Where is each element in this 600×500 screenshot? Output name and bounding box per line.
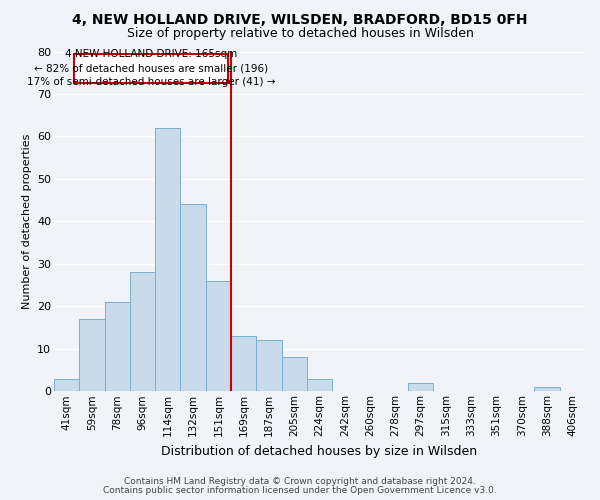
Bar xyxy=(281,358,307,392)
Bar xyxy=(535,387,560,392)
Text: Contains public sector information licensed under the Open Government Licence v3: Contains public sector information licen… xyxy=(103,486,497,495)
Bar xyxy=(79,319,104,392)
Bar xyxy=(408,383,433,392)
Bar xyxy=(181,204,206,392)
FancyBboxPatch shape xyxy=(74,54,229,84)
Bar xyxy=(231,336,256,392)
X-axis label: Distribution of detached houses by size in Wilsden: Distribution of detached houses by size … xyxy=(161,444,478,458)
Text: Contains HM Land Registry data © Crown copyright and database right 2024.: Contains HM Land Registry data © Crown c… xyxy=(124,477,476,486)
Bar xyxy=(54,378,79,392)
Y-axis label: Number of detached properties: Number of detached properties xyxy=(22,134,32,309)
Text: Size of property relative to detached houses in Wilsden: Size of property relative to detached ho… xyxy=(127,28,473,40)
Bar xyxy=(130,272,155,392)
Text: 4, NEW HOLLAND DRIVE, WILSDEN, BRADFORD, BD15 0FH: 4, NEW HOLLAND DRIVE, WILSDEN, BRADFORD,… xyxy=(72,12,528,26)
Text: 4 NEW HOLLAND DRIVE: 165sqm
← 82% of detached houses are smaller (196)
17% of se: 4 NEW HOLLAND DRIVE: 165sqm ← 82% of det… xyxy=(27,50,275,88)
Bar xyxy=(104,302,130,392)
Bar xyxy=(206,281,231,392)
Bar xyxy=(256,340,281,392)
Bar xyxy=(155,128,181,392)
Bar xyxy=(307,378,332,392)
